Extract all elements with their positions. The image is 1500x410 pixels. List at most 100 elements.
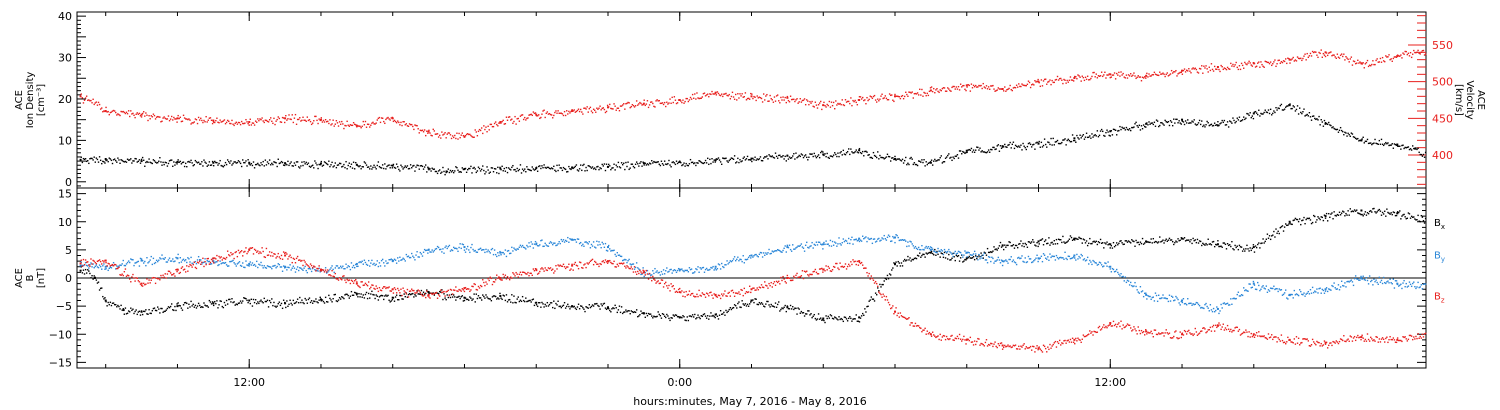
data-point	[545, 244, 547, 246]
data-point	[887, 277, 890, 280]
data-point	[273, 117, 275, 120]
data-point	[102, 265, 104, 267]
data-point	[942, 256, 945, 259]
data-point	[925, 94, 927, 97]
data-point	[104, 268, 106, 270]
data-point	[372, 166, 374, 169]
data-point	[231, 298, 233, 300]
data-point	[87, 159, 89, 162]
data-point	[331, 265, 333, 267]
data-point	[337, 125, 340, 127]
data-point	[371, 122, 373, 124]
data-point	[344, 166, 346, 169]
data-point	[569, 167, 571, 170]
data-point	[1315, 221, 1317, 223]
data-point	[1211, 68, 1214, 71]
data-point	[845, 101, 848, 103]
data-point	[874, 155, 877, 158]
data-point	[806, 241, 808, 244]
data-point	[188, 118, 190, 120]
data-point	[131, 113, 133, 115]
data-point	[1078, 75, 1080, 77]
data-point	[978, 84, 980, 87]
data-point	[209, 164, 212, 167]
data-point	[118, 305, 120, 308]
data-point	[1304, 222, 1306, 225]
data-point	[175, 256, 177, 259]
data-point	[371, 290, 373, 293]
data-point	[724, 93, 726, 95]
data-point	[1371, 63, 1373, 66]
data-point	[1038, 81, 1040, 84]
data-point	[514, 115, 516, 118]
data-point	[320, 300, 323, 302]
data-point	[568, 305, 570, 308]
data-point	[383, 120, 385, 123]
data-point	[842, 238, 845, 240]
data-point	[663, 101, 666, 104]
data-point	[412, 125, 414, 128]
data-point	[82, 264, 85, 267]
data-point	[825, 240, 827, 242]
data-point	[139, 257, 142, 260]
data-point	[865, 150, 867, 153]
data-point	[1408, 55, 1411, 57]
data-point	[832, 101, 835, 104]
data-point	[857, 152, 860, 154]
data-point	[717, 157, 720, 159]
data-point	[1109, 76, 1111, 79]
data-point	[85, 160, 88, 163]
data-point	[789, 248, 792, 251]
data-point	[360, 261, 362, 264]
data-point	[147, 262, 149, 264]
data-point	[1024, 146, 1026, 149]
data-point	[987, 251, 990, 254]
data-point	[332, 297, 334, 300]
data-point	[320, 117, 323, 119]
data-point	[547, 305, 550, 307]
data-point	[1353, 60, 1356, 63]
data-point	[244, 297, 246, 300]
data-point	[543, 245, 545, 247]
data-point	[750, 301, 752, 303]
data-point	[155, 309, 158, 312]
data-point	[205, 115, 207, 118]
data-point	[555, 302, 557, 305]
data-point	[1161, 240, 1163, 242]
data-point	[224, 161, 227, 164]
data-point	[510, 252, 512, 255]
data-point	[1012, 141, 1015, 143]
data-point	[371, 168, 373, 170]
data-point	[625, 309, 627, 311]
data-point	[1190, 72, 1192, 74]
data-point	[971, 257, 974, 259]
data-point	[798, 101, 800, 103]
data-point	[872, 298, 875, 300]
y2-axis-label-line: ACE	[1475, 90, 1486, 110]
data-point	[501, 165, 503, 167]
data-point	[159, 157, 161, 159]
data-point	[788, 244, 791, 246]
data-point	[1109, 243, 1112, 246]
data-point	[373, 294, 375, 296]
data-point	[532, 298, 535, 300]
data-point	[633, 106, 636, 108]
data-point	[1175, 240, 1177, 242]
data-point	[226, 303, 229, 305]
data-point	[1120, 71, 1122, 73]
data-point	[1194, 123, 1196, 125]
data-point	[578, 308, 581, 310]
data-point	[707, 269, 709, 271]
data-point	[1349, 208, 1351, 210]
data-point	[985, 85, 988, 87]
data-point	[642, 267, 644, 269]
data-point	[110, 159, 113, 162]
data-point	[558, 241, 560, 243]
data-point	[1134, 123, 1136, 125]
data-point	[336, 122, 339, 124]
data-point	[1255, 112, 1258, 114]
data-point	[201, 119, 203, 122]
data-point	[540, 116, 542, 119]
data-point	[690, 161, 693, 164]
data-point	[1418, 220, 1420, 222]
